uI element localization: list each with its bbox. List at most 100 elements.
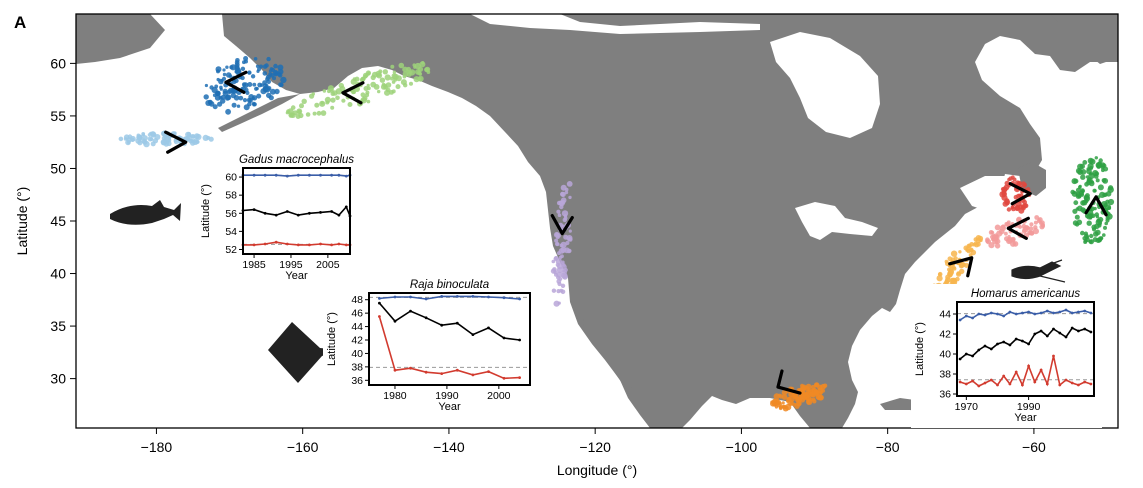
x-axis-ticks: −180 −160 −140 −120 −100 −80 −60 [141, 428, 1046, 455]
survey-point [360, 76, 366, 82]
inset-series-line [379, 295, 520, 300]
inset-series-line [378, 302, 520, 341]
inset-y-tick-label: 56 [225, 208, 237, 220]
x-tick-label: −120 [579, 439, 611, 455]
survey-point [224, 94, 231, 101]
inset-data-point [263, 173, 267, 177]
inset-y-tick-label: 38 [939, 369, 951, 381]
inset-data-point [1021, 311, 1024, 315]
panel-label: A [14, 13, 26, 32]
survey-point [150, 141, 156, 147]
great-lakes [795, 202, 878, 240]
y-tick-label: 55 [50, 108, 66, 124]
arctic-channels [470, 14, 760, 34]
survey-point [409, 81, 413, 86]
survey-point [554, 241, 560, 247]
survey-point [268, 95, 274, 101]
survey-point [265, 74, 271, 80]
inset-x-axis-label: Year [285, 270, 308, 282]
survey-cluster [770, 382, 828, 412]
survey-point [222, 72, 227, 77]
survey-point [204, 83, 208, 88]
inset-chart: Gadus macrocephalus 52 54 56 58 60 1985 1995 200… [197, 150, 358, 286]
inset-data-point [1002, 374, 1006, 378]
survey-point [118, 136, 124, 142]
survey-point [390, 64, 395, 69]
inset-data-point [409, 295, 412, 299]
survey-point [1029, 222, 1034, 227]
inset-y-tick-label: 40 [351, 348, 363, 360]
inset-data-point [274, 173, 278, 177]
inset-data-point [518, 297, 521, 301]
survey-point [563, 267, 568, 273]
inset-data-point [424, 370, 428, 374]
survey-point [338, 82, 344, 89]
inset-data-point [964, 314, 968, 318]
survey-point [936, 275, 943, 282]
shift-arrow [550, 214, 574, 236]
survey-point [557, 251, 561, 256]
inset-y-tick-label: 52 [225, 244, 237, 256]
inset-data-point [409, 366, 412, 370]
y-axis-ticks: 30 35 40 45 50 55 60 [50, 55, 76, 387]
siberia-land [76, 14, 165, 64]
inset-data-point [971, 354, 974, 358]
inset-data-point [319, 173, 322, 177]
survey-point [335, 88, 343, 95]
inset-data-point [1027, 310, 1030, 314]
survey-point [991, 238, 995, 242]
inset-data-point [409, 309, 412, 313]
survey-point [214, 94, 221, 101]
survey-point [1086, 220, 1092, 226]
survey-point [254, 86, 259, 91]
survey-point [556, 279, 562, 284]
survey-point [1075, 193, 1082, 199]
survey-point [277, 64, 284, 71]
survey-point [947, 256, 953, 262]
inset-data-point [285, 174, 289, 178]
survey-point [395, 84, 401, 90]
inset-data-point [487, 370, 490, 373]
inset-data-point [971, 316, 974, 320]
inset-data-point [1045, 334, 1049, 338]
survey-point [990, 234, 995, 240]
survey-point [1107, 198, 1115, 206]
inset-data-point [1014, 337, 1018, 341]
survey-point [1100, 165, 1105, 170]
survey-point [250, 74, 256, 79]
survey-point [1085, 175, 1090, 179]
y-tick-label: 45 [50, 213, 66, 229]
inset-data-point [1008, 343, 1012, 347]
y-tick-label: 50 [50, 160, 66, 176]
inset-data-point [518, 338, 521, 342]
inset-data-point [330, 243, 333, 247]
survey-point [1106, 213, 1113, 220]
shift-arrow [341, 81, 365, 105]
inset-series-line [959, 355, 1092, 388]
survey-point [312, 111, 317, 116]
survey-point [806, 400, 811, 405]
survey-point [335, 95, 340, 101]
survey-point [1032, 228, 1039, 235]
survey-point [801, 384, 807, 391]
survey-point [379, 77, 386, 83]
inset-data-point [337, 213, 341, 217]
inset-data-point [487, 326, 490, 330]
survey-point [1077, 169, 1084, 175]
survey-point [238, 95, 244, 101]
inset-data-point [1064, 308, 1068, 312]
inset-x-tick-label: 1990 [435, 390, 459, 402]
inset-background [911, 284, 1102, 428]
survey-point [561, 260, 565, 265]
survey-point [219, 87, 223, 91]
x-tick-label: −60 [1022, 439, 1046, 455]
survey-point [1094, 171, 1100, 177]
survey-point [149, 137, 154, 141]
inset-data-point [424, 297, 428, 301]
inset-data-point [296, 243, 300, 247]
survey-point [778, 394, 784, 399]
survey-point [565, 240, 570, 246]
survey-point [1101, 168, 1105, 173]
survey-point [1102, 178, 1109, 184]
survey-point [968, 253, 973, 257]
